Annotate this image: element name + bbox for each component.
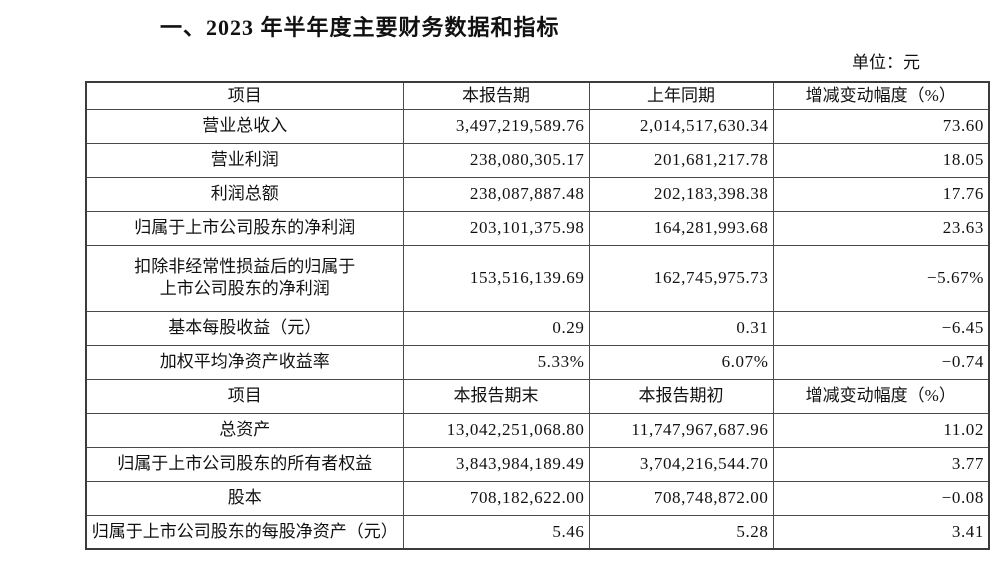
cell-current: 5.46 xyxy=(402,514,590,550)
column-header: 项目 xyxy=(85,81,404,110)
table-row: 总资产 13,042,251,068.80 11,747,967,687.96 11.… xyxy=(85,412,990,448)
column-header: 本报告期初 xyxy=(588,378,774,414)
cell-current: 13,042,251,068.80 xyxy=(402,412,590,448)
table-row: 利润总额 238,087,887.48 202,183,398.38 17.76 xyxy=(85,176,990,212)
table-row: 归属于上市公司股东的净利润 203,101,375.98 164,281,993.6… xyxy=(85,210,990,246)
table-row: 加权平均净资产收益率 5.33% 6.07% −0.74 xyxy=(85,344,990,380)
table-header-row: 项目 本报告期末 本报告期初 增减变动幅度（%） xyxy=(85,378,990,414)
cell-item: 基本每股收益（元） xyxy=(85,310,404,346)
cell-item: 总资产 xyxy=(85,412,404,448)
column-header: 增减变动幅度（%） xyxy=(772,81,990,110)
cell-current: 0.29 xyxy=(402,310,590,346)
column-header: 本报告期末 xyxy=(402,378,590,414)
document-page: 一、2023 年半年度主要财务数据和指标 单位：元 项目 本报告期 上年同期 增减变动… xyxy=(0,13,1000,573)
cell-change: −5.67% xyxy=(772,244,990,312)
column-header: 项目 xyxy=(85,378,404,414)
cell-item: 归属于上市公司股东的净利润 xyxy=(85,210,404,246)
cell-item: 扣除非经常性损益后的归属于 上市公司股东的净利润 xyxy=(85,244,404,312)
cell-prior: 0.31 xyxy=(588,310,774,346)
cell-prior: 5.28 xyxy=(588,514,774,550)
cell-prior: 201,681,217.78 xyxy=(588,142,774,178)
cell-item: 营业总收入 xyxy=(85,108,404,144)
table-row: 基本每股收益（元） 0.29 0.31 −6.45 xyxy=(85,310,990,346)
table-row: 股本 708,182,622.00 708,748,872.00 −0.08 xyxy=(85,480,990,516)
cell-change: 23.63 xyxy=(772,210,990,246)
cell-change: 18.05 xyxy=(772,142,990,178)
cell-prior: 202,183,398.38 xyxy=(588,176,774,212)
cell-item: 归属于上市公司股东的所有者权益 xyxy=(85,446,404,482)
financial-table-body: 项目 本报告期 上年同期 增减变动幅度（%） 营业总收入 3,497,219,589.76… xyxy=(85,81,990,550)
cell-current: 153,516,139.69 xyxy=(402,244,590,312)
column-header: 增减变动幅度（%） xyxy=(772,378,990,414)
cell-change: −6.45 xyxy=(772,310,990,346)
cell-current: 3,843,984,189.49 xyxy=(402,446,590,482)
cell-change: 11.02 xyxy=(772,412,990,448)
cell-change: −0.74 xyxy=(772,344,990,380)
page-title: 一、2023 年半年度主要财务数据和指标 xyxy=(160,15,560,40)
cell-change: 3.41 xyxy=(772,514,990,550)
cell-current: 708,182,622.00 xyxy=(402,480,590,516)
cell-prior: 3,704,216,544.70 xyxy=(588,446,774,482)
cell-item: 利润总额 xyxy=(85,176,404,212)
cell-prior: 708,748,872.00 xyxy=(588,480,774,516)
cell-item: 股本 xyxy=(85,480,404,516)
cell-prior: 2,014,517,630.34 xyxy=(588,108,774,144)
cell-prior: 162,745,975.73 xyxy=(588,244,774,312)
cell-item: 营业利润 xyxy=(85,142,404,178)
table-row: 营业总收入 3,497,219,589.76 2,014,517,630.34 73.… xyxy=(85,108,990,144)
cell-prior: 6.07% xyxy=(588,344,774,380)
table-row: 营业利润 238,080,305.17 201,681,217.78 18.05 xyxy=(85,142,990,178)
column-header: 本报告期 xyxy=(402,81,590,110)
table-row: 归属于上市公司股东的所有者权益 3,843,984,189.49 3,704,216… xyxy=(85,446,990,482)
cell-current: 5.33% xyxy=(402,344,590,380)
cell-item: 归属于上市公司股东的每股净资产（元） xyxy=(85,514,404,550)
cell-item: 加权平均净资产收益率 xyxy=(85,344,404,380)
cell-change: 73.60 xyxy=(772,108,990,144)
cell-prior: 164,281,993.68 xyxy=(588,210,774,246)
cell-change: −0.08 xyxy=(772,480,990,516)
cell-current: 238,087,887.48 xyxy=(402,176,590,212)
financial-table: 项目 本报告期 上年同期 增减变动幅度（%） 营业总收入 3,497,219,589.76… xyxy=(85,81,990,550)
table-header-row: 项目 本报告期 上年同期 增减变动幅度（%） xyxy=(85,81,990,110)
table-row: 归属于上市公司股东的每股净资产（元） 5.46 5.28 3.41 xyxy=(85,514,990,550)
cell-current: 3,497,219,589.76 xyxy=(402,108,590,144)
unit-label: 单位：元 xyxy=(852,53,920,72)
cell-current: 238,080,305.17 xyxy=(402,142,590,178)
cell-change: 17.76 xyxy=(772,176,990,212)
cell-change: 3.77 xyxy=(772,446,990,482)
table-row: 扣除非经常性损益后的归属于 上市公司股东的净利润 153,516,139.69 16… xyxy=(85,244,990,312)
column-header: 上年同期 xyxy=(588,81,774,110)
cell-prior: 11,747,967,687.96 xyxy=(588,412,774,448)
cell-current: 203,101,375.98 xyxy=(402,210,590,246)
